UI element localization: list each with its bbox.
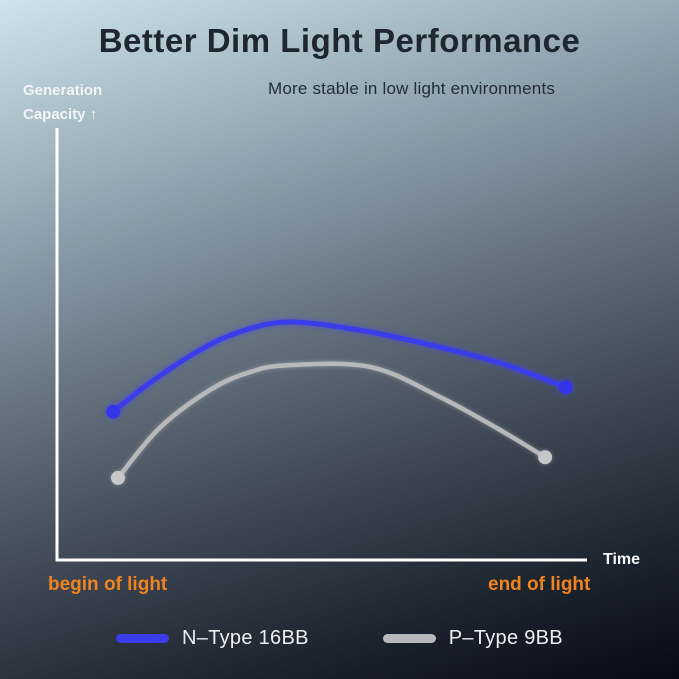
ptype-end-marker [538,450,553,465]
ntype-start-marker [106,404,121,419]
chart-subtitle: More stable in low light environments [268,79,556,98]
x-tick-begin-of-light: begin of light [48,574,168,595]
ptype-line-swatch [382,634,436,643]
y-axis-label-line1: Generation [23,82,103,99]
ptype-legend-label: P–Type 9BB [448,627,563,649]
ntype-curve [110,319,569,415]
ptype-curve [115,361,548,481]
x-tick-end-of-light: end of light [488,574,591,595]
y-axis-label: Generation Capacity ↑ [23,79,102,127]
y-axis-label-line2: Capacity ↑ [23,106,98,123]
legend: N–Type 16BB P–Type 9BB [0,627,679,650]
x-axis-label: Time [603,551,641,568]
page-title: Better Dim Light Performance [98,22,581,59]
ntype-line-swatch [116,634,170,643]
ptype-start-marker [111,470,125,485]
legend-item-ntype: N–Type 16BB [116,627,309,650]
ntype-end-marker [558,380,573,395]
chart-axes [55,128,587,562]
ntype-legend-label: N–Type 16BB [182,627,309,649]
legend-item-ptype: P–Type 9BB [382,627,563,650]
